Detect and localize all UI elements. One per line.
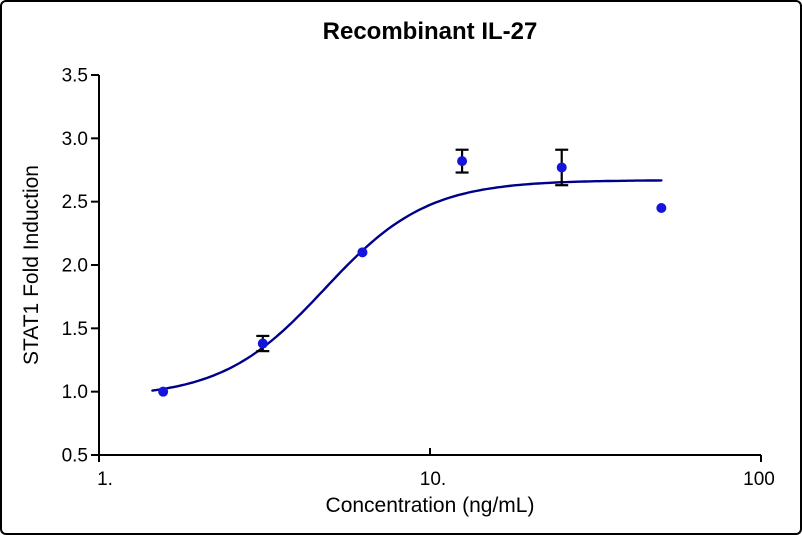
x-tick-label: 10.: [420, 469, 446, 490]
y-tick-label: 2.0: [62, 256, 88, 277]
x-tick-label: 100: [743, 469, 775, 490]
data-point: [556, 162, 567, 173]
chart-title: Recombinant IL-27: [322, 18, 538, 45]
y-tick-label: 3.0: [62, 129, 88, 150]
y-tick-label: 2.5: [62, 192, 88, 213]
data-point: [357, 247, 368, 258]
data-point: [257, 338, 268, 349]
y-tick-label: 0.5: [62, 446, 88, 467]
data-point: [656, 203, 667, 213]
y-tick-label: 1.5: [62, 319, 88, 340]
fit-curve: [151, 179, 663, 392]
y-tick-label: 1.0: [62, 382, 88, 403]
data-point: [158, 386, 169, 397]
data-point: [457, 156, 468, 167]
x-axis-label: Concentration (ng/mL): [325, 494, 535, 517]
y-tick-label: 3.5: [62, 66, 88, 87]
x-tick-label: 1.: [97, 469, 113, 490]
